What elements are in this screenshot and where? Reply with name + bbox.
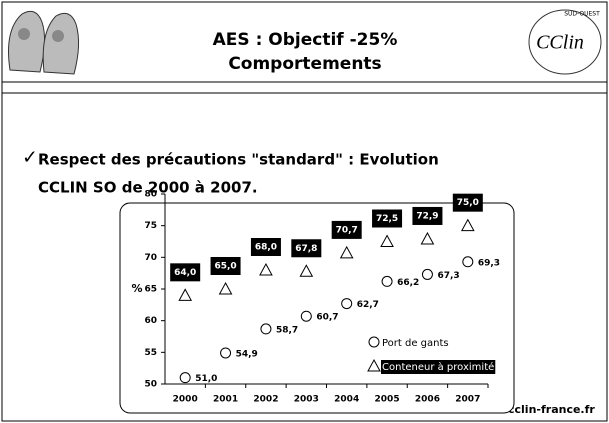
point-circle — [180, 373, 190, 383]
y-tick-label: 50 — [144, 380, 157, 390]
point-circle — [463, 257, 473, 267]
value-label: 68,0 — [255, 243, 277, 253]
value-label: 69,3 — [478, 258, 500, 268]
legend-label: Port de gants — [382, 338, 449, 349]
check-mark: ✓ — [22, 147, 38, 169]
value-label: 67,8 — [295, 244, 317, 254]
bullet-text: Respect des précautions "standard" : Evo… — [38, 151, 439, 169]
chart-frame — [120, 203, 514, 413]
x-tick-label: 2005 — [375, 395, 400, 405]
x-tick-label: 2007 — [455, 395, 480, 405]
y-tick-label: 75 — [144, 221, 157, 231]
slide: AES : Objectif -25% Comportements CClin … — [0, 0, 609, 423]
slide-title: Comportements — [228, 54, 381, 74]
value-label: 66,2 — [397, 278, 419, 288]
logo-text: CClin — [536, 32, 584, 54]
point-circle — [221, 348, 231, 358]
legend-label: Conteneur à proximité — [382, 361, 494, 373]
value-label: 65,0 — [214, 262, 236, 272]
point-circle — [301, 311, 311, 321]
logo-region: SUD-OUEST — [564, 11, 600, 18]
y-tick-label: 60 — [144, 316, 157, 326]
footer-url: cclin-france.fr — [508, 403, 595, 416]
point-circle — [382, 276, 392, 286]
value-label: 67,3 — [437, 271, 459, 281]
value-label: 70,7 — [336, 225, 358, 235]
value-label: 60,7 — [316, 313, 338, 323]
value-label: 58,7 — [276, 325, 298, 335]
x-tick-label: 2000 — [173, 395, 198, 405]
x-tick-label: 2002 — [253, 395, 278, 405]
point-circle — [342, 299, 352, 309]
y-tick-label: 55 — [144, 348, 157, 358]
value-label: 75,0 — [457, 198, 479, 208]
value-label: 72,9 — [416, 211, 438, 221]
x-tick-label: 2004 — [334, 395, 359, 405]
value-label: 72,5 — [376, 214, 398, 224]
point-circle — [369, 337, 379, 347]
x-tick-label: 2001 — [213, 395, 238, 405]
point-circle — [261, 324, 271, 334]
value-label: 51,0 — [195, 374, 217, 384]
slide-title: AES : Objectif -25% — [213, 30, 398, 50]
value-label: 54,9 — [236, 349, 258, 359]
point-circle — [422, 269, 432, 279]
x-tick-label: 2006 — [415, 395, 440, 405]
y-tick-label: 70 — [144, 253, 157, 263]
y-axis-label: % — [131, 282, 142, 295]
y-tick-label: 65 — [144, 285, 157, 295]
x-tick-label: 2003 — [294, 395, 319, 405]
value-label: 64,0 — [174, 268, 196, 278]
y-tick-label: 80 — [144, 190, 157, 200]
value-label: 62,7 — [357, 300, 379, 310]
